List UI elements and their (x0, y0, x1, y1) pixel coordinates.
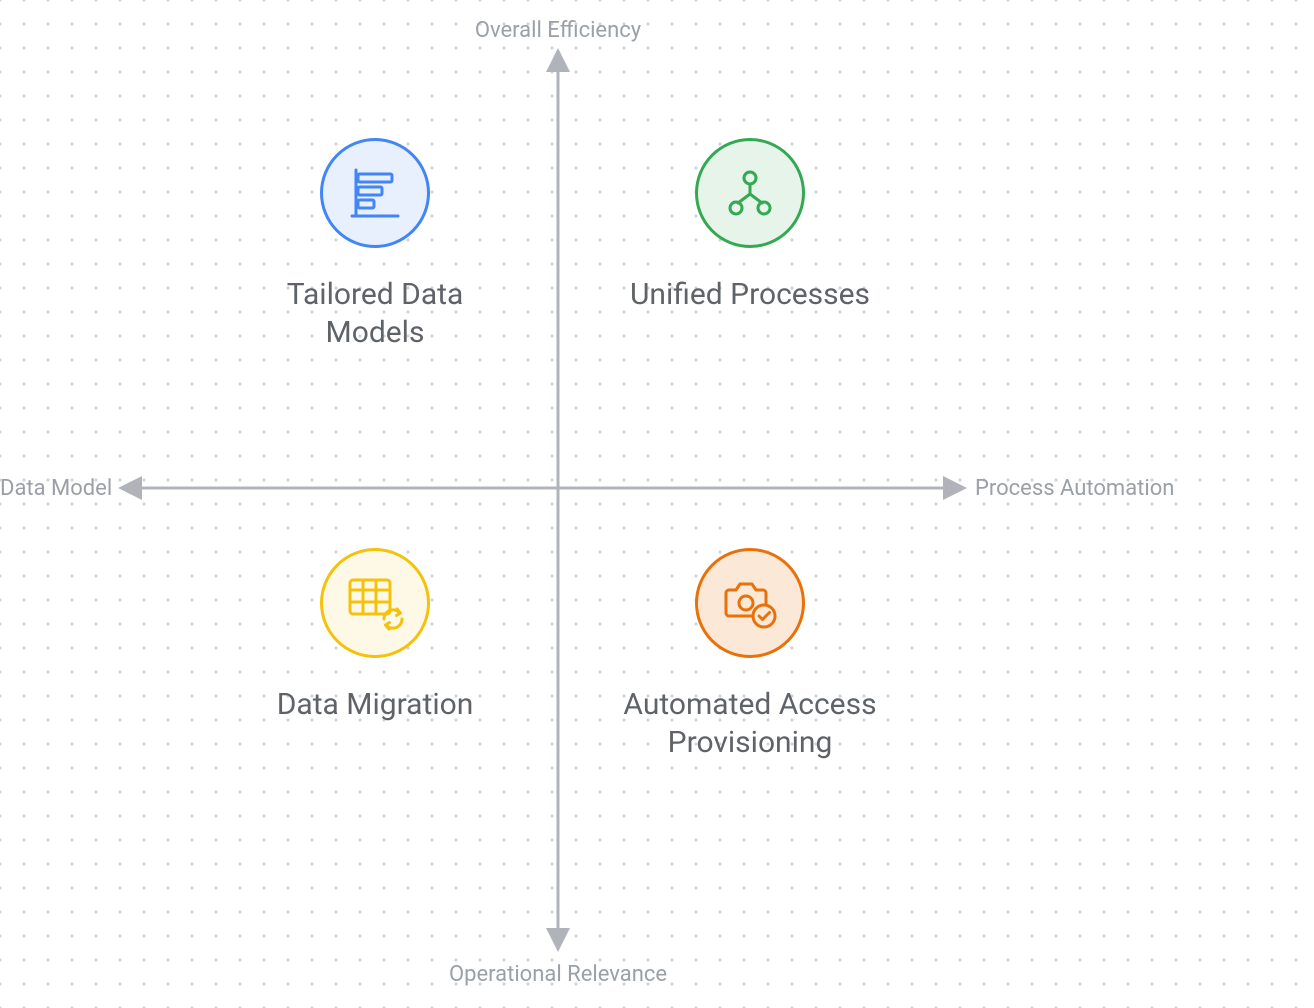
axis-label-top: Overall Efficiency (475, 18, 641, 43)
quadrant-label: Unified Processes (630, 276, 870, 314)
bar-chart-icon (320, 138, 430, 248)
axis-label-left: Data Model (0, 476, 112, 501)
branch-nodes-icon (695, 138, 805, 248)
camera-check-icon (695, 548, 805, 658)
quadrant-label: Data Migration (277, 686, 474, 724)
quadrant-node-top-left: Tailored Data Models (235, 138, 515, 351)
quadrant-label: Tailored Data Models (235, 276, 515, 351)
axis-label-right: Process Automation (975, 476, 1174, 501)
quadrant-node-bottom-right: Automated Access Provisioning (610, 548, 890, 761)
axis-label-bottom: Operational Relevance (449, 962, 667, 987)
quadrant-label: Automated Access Provisioning (610, 686, 890, 761)
table-sync-icon (320, 548, 430, 658)
quadrant-node-top-right: Unified Processes (610, 138, 890, 314)
quadrant-node-bottom-left: Data Migration (235, 548, 515, 724)
